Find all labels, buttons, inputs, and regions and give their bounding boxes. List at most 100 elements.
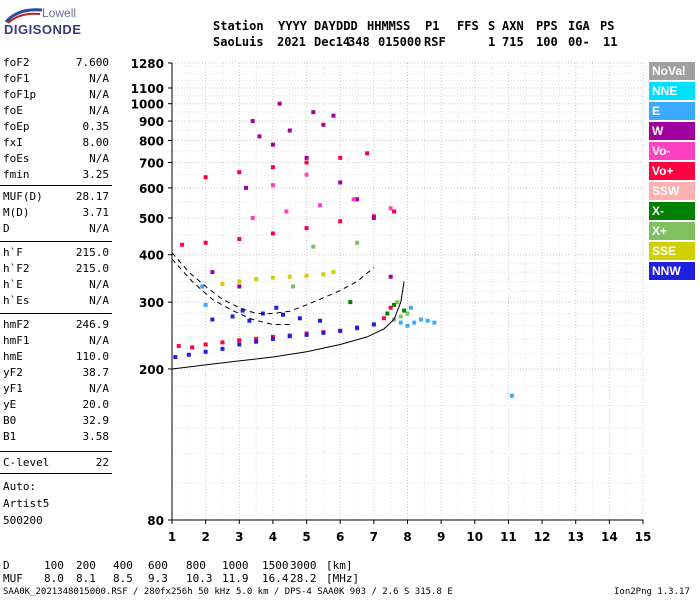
param-value: 3.25	[82, 168, 110, 181]
echo-point	[355, 197, 360, 202]
echo-point	[203, 240, 208, 245]
y-tick-label: 200	[139, 363, 164, 377]
param-row: foEs N/A	[3, 152, 109, 168]
y-tick-label: 800	[139, 134, 164, 148]
header-label-3: DDD	[336, 19, 358, 33]
y-tick-label: 1000	[131, 98, 164, 112]
muf-distance-value: 400	[113, 559, 133, 572]
param-divider	[0, 185, 112, 186]
echo-point	[210, 270, 215, 275]
echo-point	[338, 180, 343, 185]
echo-point	[287, 274, 292, 279]
param-row: foEp 0.35	[3, 120, 109, 136]
logo-line1: Lowell	[42, 6, 77, 20]
echo-point	[392, 302, 397, 307]
legend-item-vo: Vo+	[649, 162, 695, 180]
header-value-9: 00-	[568, 35, 590, 49]
legend-item-x: X-	[649, 202, 695, 220]
echo-point	[318, 203, 323, 208]
param-label: h`Es	[3, 294, 30, 307]
muf-frequency-value: 10.3	[186, 572, 213, 585]
legend-item-w: W	[649, 122, 695, 140]
legend-item-x: X+	[649, 222, 695, 240]
header-value-3: 348	[348, 35, 370, 49]
param-value: N/A	[89, 104, 109, 117]
header-value-8: 100	[536, 35, 558, 49]
x-tick-label: 5	[302, 530, 310, 544]
echo-point	[331, 113, 336, 118]
y-tick-label: 700	[139, 156, 164, 170]
param-value: N/A	[89, 88, 109, 101]
chart-axes: 1 2 3 4 5 6 7 8 9 10 11 12 13 14 158020030040050060070…	[131, 57, 652, 544]
y-tick-label: 80	[147, 514, 164, 528]
param-label: MUF(D)	[3, 190, 43, 203]
muf-d-label: D	[3, 559, 10, 572]
param-row: foE N/A	[3, 104, 109, 120]
echo-point	[297, 316, 302, 321]
header-label-11: PS	[600, 19, 615, 33]
param-label: yF1	[3, 382, 23, 395]
muf-frequency-value: 16.4	[262, 572, 289, 585]
muf-distance-value: 3000	[290, 559, 317, 572]
logo-line2: DIGISONDE	[4, 22, 82, 37]
auto-line1: Auto:	[3, 480, 37, 493]
param-value: 3.58	[82, 430, 110, 443]
param-row: h`F 215.0	[3, 246, 109, 262]
y-tick-label: 500	[139, 212, 164, 226]
echo-point	[220, 281, 225, 286]
param-label: h`E	[3, 278, 23, 291]
echo-point	[237, 170, 242, 175]
echo-point	[270, 165, 275, 170]
header-value-10: 11	[603, 35, 618, 49]
param-row: MUF(D) 28.17	[3, 190, 109, 206]
param-divider	[0, 313, 112, 314]
param-value: N/A	[89, 294, 109, 307]
x-tick-label: 11	[500, 530, 517, 544]
echo-point	[355, 325, 360, 330]
param-row: foF1 N/A	[3, 72, 109, 88]
echo-point	[203, 175, 208, 180]
echo-point	[412, 320, 417, 325]
x-tick-label: 2	[201, 530, 209, 544]
param-value: 215.0	[75, 246, 109, 259]
echo-point	[371, 215, 376, 220]
param-value: 38.7	[82, 366, 110, 379]
echo-point	[388, 206, 393, 211]
echo-point	[432, 320, 437, 325]
header-value-0: SaoLuis	[213, 35, 264, 49]
footer-version: Ion2Png 1.3.17	[614, 587, 690, 597]
header-value-6: 1	[488, 35, 496, 49]
header-label-9: PPS	[536, 19, 558, 33]
chart-grid	[171, 62, 644, 521]
param-label: hmF2	[3, 318, 30, 331]
param-row: M(D) 3.71	[3, 206, 109, 222]
param-value: 20.0	[82, 398, 110, 411]
legend-item-ssw: SSW	[649, 182, 695, 200]
param-value: N/A	[89, 72, 109, 85]
muf-distance-value: 100	[44, 559, 64, 572]
y-tick-label: 600	[139, 182, 164, 196]
echo-point	[381, 316, 386, 321]
echo-point	[388, 274, 393, 279]
muf-table: D MUF 100 200 400 600 800 1000 1500 3000 8.0 8.1 8.5…	[0, 555, 700, 585]
echo-point	[220, 340, 225, 345]
header-label-7: S	[488, 19, 496, 33]
param-divider	[0, 473, 112, 474]
param-divider	[0, 241, 112, 242]
param-row: h`Es N/A	[3, 294, 109, 310]
legend-item-e: E	[649, 102, 695, 120]
y-tick-label: 300	[139, 296, 164, 310]
echo-point	[200, 284, 205, 289]
echo-point	[270, 334, 275, 339]
param-label: foF2	[3, 56, 30, 69]
param-label: foEp	[3, 120, 30, 133]
station-header: Station YYYY DAY DDD HHMMSS P1 FFS S AXN PPS IGA PS…	[0, 0, 700, 50]
param-value: N/A	[89, 334, 109, 347]
echo-point	[385, 311, 390, 316]
echo-point	[392, 209, 397, 214]
echo-point	[351, 197, 356, 202]
header-label-4: HHMMSS	[367, 19, 411, 33]
echo-point	[388, 305, 393, 310]
x-tick-label: 14	[601, 530, 618, 544]
